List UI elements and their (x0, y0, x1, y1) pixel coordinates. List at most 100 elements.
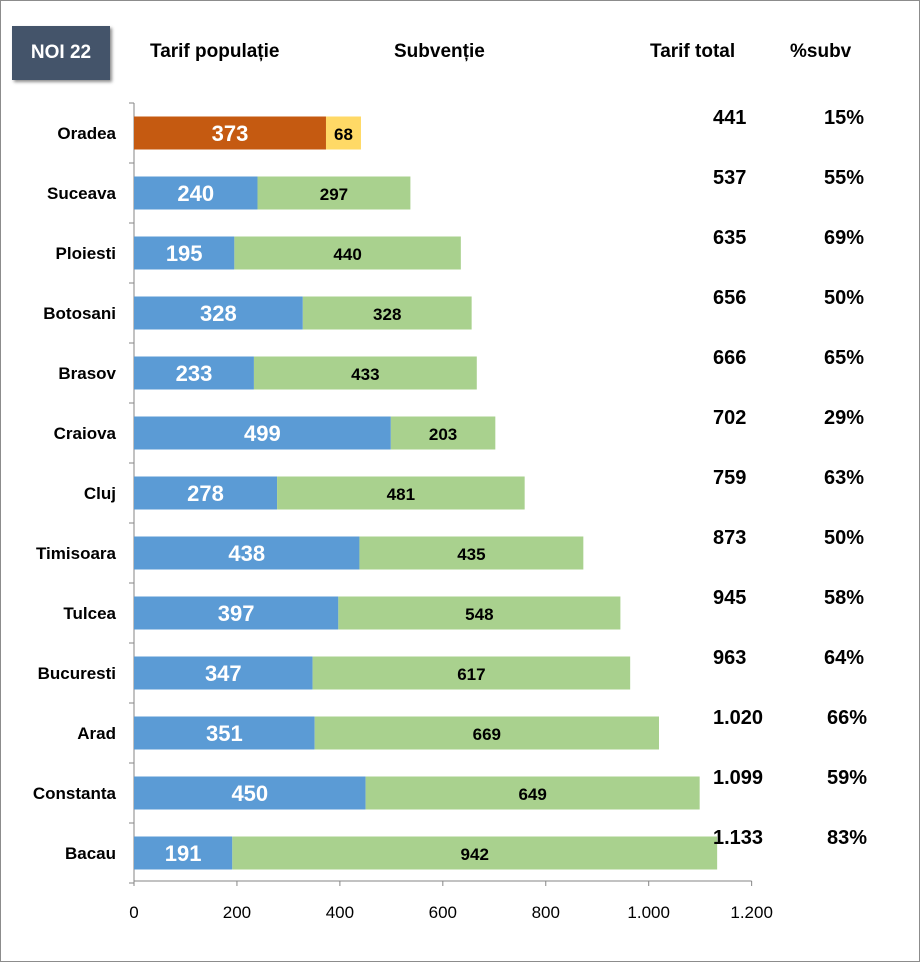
category-label: Suceava (47, 184, 117, 203)
bar-tarif-populatie (134, 236, 235, 270)
bar-label-subventie: 669 (473, 725, 501, 744)
bar-label-subventie: 297 (320, 185, 348, 204)
header-tarif-total: Tarif total (650, 41, 736, 62)
bar-label-subventie: 68 (334, 125, 353, 144)
bar-subventie (359, 536, 584, 570)
bar-tarif-populatie (134, 356, 254, 390)
bar-label-populatie: 351 (206, 721, 243, 746)
bar-tarif-populatie (134, 416, 391, 450)
bar-subventie (253, 356, 477, 390)
category-label: Botosani (43, 304, 116, 323)
category-label: Arad (77, 724, 116, 743)
category-label: Oradea (57, 124, 116, 143)
x-tick-label: 1.200 (730, 903, 773, 922)
bar-subventie (365, 776, 700, 810)
bar-label-populatie: 397 (218, 601, 255, 626)
subv-percent-value: 50% (824, 527, 865, 549)
bar-subventie (390, 416, 496, 450)
bar-label-populatie: 450 (231, 781, 268, 806)
bar-label-subventie: 203 (429, 425, 457, 444)
header-subventie: Subvenție (394, 41, 485, 62)
bar-subventie (232, 836, 718, 870)
bar-label-subventie: 617 (457, 665, 485, 684)
bar-label-subventie: 942 (461, 845, 489, 864)
bar-tarif-populatie (134, 536, 360, 570)
tarif-total-value: 1.099 (713, 767, 764, 789)
bar-subventie (325, 116, 361, 150)
bar-tarif-populatie (134, 596, 339, 630)
category-label: Timisoara (36, 544, 117, 563)
x-tick-label: 600 (429, 903, 457, 922)
bar-label-populatie: 347 (205, 661, 242, 686)
subv-percent-value: 65% (824, 347, 865, 369)
subv-percent-value: 58% (824, 587, 865, 609)
bar-subventie (277, 476, 525, 510)
bar-label-populatie: 195 (166, 241, 203, 266)
bar-tarif-populatie (134, 836, 233, 870)
bar-label-subventie: 328 (373, 305, 401, 324)
category-label: Ploiesti (56, 244, 116, 263)
header-tarif-populatie: Tarif populație (150, 41, 280, 62)
bar-label-populatie: 499 (244, 421, 281, 446)
x-tick-label: 800 (532, 903, 560, 922)
category-label: Cluj (84, 484, 116, 503)
subv-percent-value: 63% (824, 467, 865, 489)
category-label: Tulcea (63, 604, 116, 623)
bar-tarif-populatie (134, 656, 313, 690)
x-tick-label: 400 (326, 903, 354, 922)
bar-subventie (257, 176, 411, 210)
tarif-total-value: 1.020 (713, 707, 764, 729)
bar-label-populatie: 233 (176, 361, 213, 386)
bar-label-populatie: 328 (200, 301, 237, 326)
bar-label-subventie: 548 (465, 605, 493, 624)
category-label: Brasov (58, 364, 116, 383)
period-badge: NOI 22 (12, 26, 110, 80)
tarif-total-value: 963 (713, 647, 747, 669)
tarif-total-value: 635 (713, 227, 747, 249)
bar-label-populatie: 438 (228, 541, 265, 566)
bar-tarif-populatie (134, 296, 303, 330)
bar-label-subventie: 649 (518, 785, 546, 804)
subv-percent-value: 55% (824, 167, 865, 189)
subv-percent-value: 59% (827, 767, 868, 789)
bar-tarif-populatie (134, 116, 326, 150)
category-label: Craiova (54, 424, 117, 443)
bar-tarif-populatie (134, 776, 366, 810)
tarif-total-value: 702 (713, 407, 747, 429)
bar-label-subventie: 433 (351, 365, 379, 384)
bar-label-subventie: 481 (387, 485, 415, 504)
x-tick-label: 200 (223, 903, 251, 922)
subv-percent-value: 29% (824, 407, 865, 429)
bar-subventie (338, 596, 621, 630)
bar-tarif-populatie (134, 716, 315, 750)
bar-subventie (312, 656, 631, 690)
tarif-total-value: 873 (713, 527, 747, 549)
bar-subventie (302, 296, 472, 330)
bar-label-subventie: 440 (333, 245, 361, 264)
bar-label-populatie: 278 (187, 481, 224, 506)
tarif-total-value: 441 (713, 107, 747, 129)
subv-percent-value: 50% (824, 287, 865, 309)
tarif-total-value: 537 (713, 167, 747, 189)
subv-percent-value: 15% (824, 107, 865, 129)
bar-tarif-populatie (134, 176, 258, 210)
tarif-total-value: 666 (713, 347, 747, 369)
bar-label-populatie: 373 (212, 121, 249, 146)
tarif-total-value: 759 (713, 467, 747, 489)
category-label: Bucuresti (38, 664, 116, 683)
category-label: Constanta (33, 784, 117, 803)
subv-percent-value: 66% (827, 707, 868, 729)
bar-tarif-populatie (134, 476, 278, 510)
bar-label-populatie: 240 (177, 181, 214, 206)
subv-percent-value: 64% (824, 647, 865, 669)
tarif-total-value: 1.133 (713, 827, 764, 849)
bar-label-populatie: 191 (165, 841, 202, 866)
bar-subventie (234, 236, 461, 270)
tarif-total-value: 656 (713, 287, 747, 309)
subv-percent-value: 83% (827, 827, 868, 849)
bar-label-subventie: 435 (457, 545, 485, 564)
header-subv-percent: %subv (790, 41, 852, 62)
x-tick-label: 0 (129, 903, 138, 922)
